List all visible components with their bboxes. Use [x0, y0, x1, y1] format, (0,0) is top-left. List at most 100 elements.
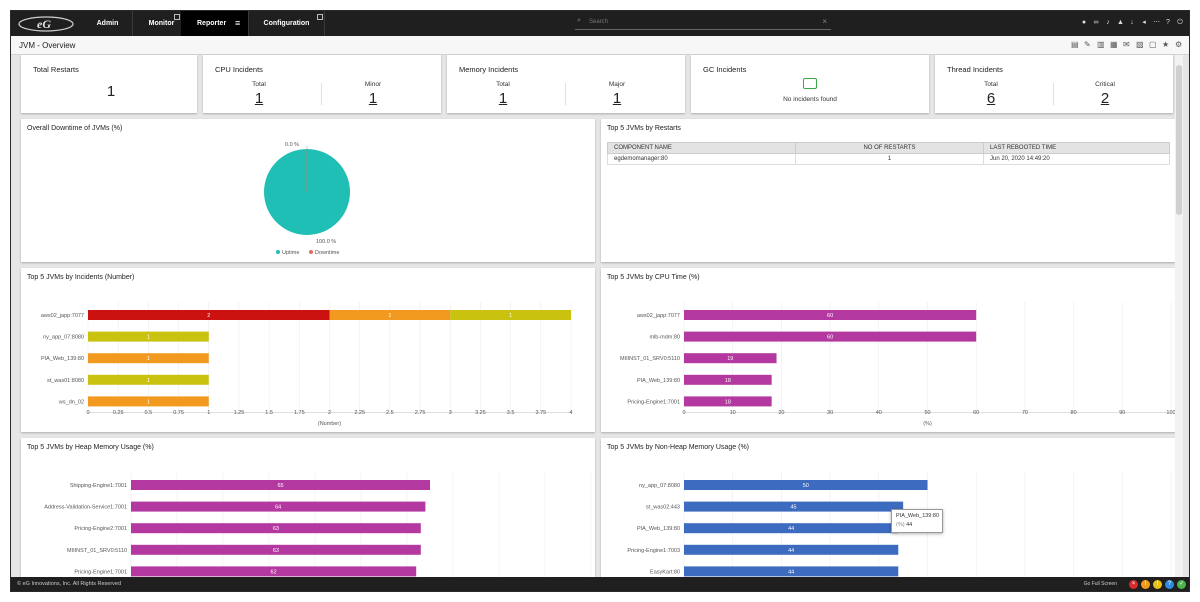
bar[interactable]	[684, 501, 904, 512]
kpi-cpu-incidents: CPU Incidents Total 1 Minor 1	[203, 55, 441, 113]
kpi-sub-label: Total	[984, 81, 998, 88]
bar[interactable]	[684, 310, 977, 320]
column-header[interactable]: COMPONENT NAME	[607, 142, 796, 154]
nav-tab-admin[interactable]: Admin	[83, 11, 133, 36]
panel-incidents: Top 5 JVMs by Incidents (Number) 0 0.25 0.…	[21, 268, 595, 432]
bar[interactable]	[684, 353, 777, 364]
legend-downtime-label[interactable]: Downtime	[315, 250, 339, 256]
search-box[interactable]: ⌕ Search ×	[575, 17, 831, 30]
kpi-gc-incidents: GC Incidents No incidents found	[691, 55, 929, 113]
page-scrollbar[interactable]	[1175, 55, 1183, 588]
link-icon[interactable]: ∞	[1093, 19, 1099, 26]
bar[interactable]	[684, 396, 772, 407]
x-tick-label: 70	[1022, 410, 1028, 416]
kpi-sub-label: Critical	[1095, 81, 1115, 88]
nav-tab-configuration[interactable]: Configuration	[249, 11, 325, 36]
bar-segment[interactable]	[329, 310, 451, 320]
bar[interactable]	[131, 523, 421, 534]
x-tick-label: 2.5	[386, 410, 394, 416]
bar-segment[interactable]	[88, 353, 209, 364]
bar[interactable]	[684, 523, 899, 534]
notification-icon[interactable]: ▲	[1117, 19, 1124, 26]
bar-segment[interactable]	[450, 310, 571, 320]
download-icon[interactable]: ↓	[1130, 19, 1134, 26]
full-screen-link[interactable]: Go Full Screen	[1083, 581, 1117, 587]
scrollbar-thumb[interactable]	[1176, 65, 1182, 215]
menu-icon[interactable]: ≡	[235, 18, 241, 28]
bar-value-label: 63	[273, 526, 279, 532]
expand-icon[interactable]: ▢	[1149, 40, 1157, 49]
kpi-total-restarts[interactable]: Total Restarts 1	[21, 55, 197, 113]
external-link-icon[interactable]	[317, 14, 323, 20]
bar[interactable]	[684, 480, 928, 490]
bar[interactable]	[131, 480, 430, 490]
nonheap-bar-chart: ny_app_07:8080 50 st_was02:443 45 PIA_Web_13…	[627, 472, 1172, 577]
bar[interactable]	[131, 544, 421, 555]
restarts-table: COMPONENT NAME NO OF RESTARTS LAST REBOO…	[607, 142, 1170, 165]
clear-search-icon[interactable]: ×	[822, 17, 827, 26]
bar-value-label: 19	[727, 356, 733, 362]
kpi-title: Total Restarts	[33, 65, 79, 74]
print-icon[interactable]: ▦	[1110, 40, 1118, 49]
x-tick-label: 1.5	[265, 410, 273, 416]
x-tick-label: 2.75	[415, 410, 426, 416]
bar-value-label: 50	[803, 483, 809, 489]
excel-icon[interactable]: ▧	[1136, 40, 1144, 49]
nav-tab-reporter[interactable]: Reporter ≡	[181, 11, 249, 36]
cpu-total-link[interactable]: 1	[254, 90, 264, 107]
user-icon[interactable]: ●	[1081, 19, 1087, 26]
help-icon[interactable]: ?	[1166, 19, 1170, 26]
bar-segment[interactable]	[88, 396, 209, 407]
table-row[interactable]: egdemomanager:80 1 Jun 20, 2020 14:49:20	[607, 153, 1170, 165]
kpi-sub-label: Minor	[364, 81, 382, 88]
external-link-icon[interactable]	[174, 14, 180, 20]
thread-total-link[interactable]: 6	[986, 90, 996, 107]
legend-uptime-label[interactable]: Uptime	[282, 250, 299, 256]
power-icon[interactable]: ⏻	[1177, 19, 1183, 26]
pie-label-uptime: 100.0 %	[316, 239, 336, 245]
downtime-pie-chart: 0.0 % 100.0 % Uptime Downtime	[264, 142, 350, 256]
column-header[interactable]: LAST REBOOTED TIME	[983, 142, 1170, 154]
divider	[321, 83, 322, 105]
cpu-minor-link[interactable]: 1	[368, 90, 378, 107]
memory-total-link[interactable]: 1	[498, 90, 508, 107]
x-tick-label: 3.25	[475, 410, 486, 416]
broadcast-icon[interactable]: ◂	[1142, 19, 1146, 26]
critical-alarm-icon[interactable]: ×	[1129, 580, 1138, 589]
more-icon[interactable]: ⋯	[1153, 19, 1160, 26]
bar-value-label: 1	[147, 378, 150, 384]
bar[interactable]	[684, 544, 899, 555]
x-axis-label: (Number)	[318, 421, 341, 427]
pdf-icon[interactable]: ▥	[1097, 40, 1105, 49]
memory-major-link[interactable]: 1	[612, 90, 622, 107]
edit-icon[interactable]: ✎	[1084, 40, 1091, 49]
panel-title: Top 5 JVMs by CPU Time (%)	[607, 274, 700, 281]
bar[interactable]	[131, 501, 426, 512]
x-tick-label: 0.5	[145, 410, 153, 416]
mail-icon[interactable]: ✉	[1123, 40, 1130, 49]
bar[interactable]	[684, 331, 977, 342]
bar-value-label: 60	[827, 335, 833, 341]
minor-alarm-icon[interactable]: !	[1153, 580, 1162, 589]
settings-gear-icon[interactable]: ⚙	[1175, 40, 1183, 49]
bar[interactable]	[684, 566, 899, 577]
footer: © eG Innovations, Inc. All Rights Reserv…	[11, 577, 1189, 591]
kpi-thread-incidents: Thread Incidents Total 6 Critical 2	[935, 55, 1173, 113]
export-icon[interactable]: ▤	[1071, 40, 1079, 49]
column-header[interactable]: NO OF RESTARTS	[795, 142, 984, 154]
bar-value-label: 44	[788, 569, 794, 575]
bar-segment[interactable]	[88, 310, 330, 320]
bar-segment[interactable]	[88, 331, 209, 342]
favorite-star-icon[interactable]: ★	[1162, 40, 1170, 49]
bar-segment[interactable]	[88, 374, 209, 385]
bar[interactable]	[684, 374, 772, 385]
x-tick-label: 0	[682, 410, 685, 416]
thread-critical-link[interactable]: 2	[1100, 90, 1110, 107]
help-circle-icon[interactable]: ?	[1165, 580, 1174, 589]
eg-logo[interactable]: eG	[17, 14, 75, 33]
status-ok-icon[interactable]: ✓	[1177, 580, 1186, 589]
alerts-icon[interactable]: ♪	[1106, 19, 1110, 26]
bar[interactable]	[131, 566, 417, 577]
x-tick-label: 90	[1119, 410, 1125, 416]
major-alarm-icon[interactable]: !	[1141, 580, 1150, 589]
